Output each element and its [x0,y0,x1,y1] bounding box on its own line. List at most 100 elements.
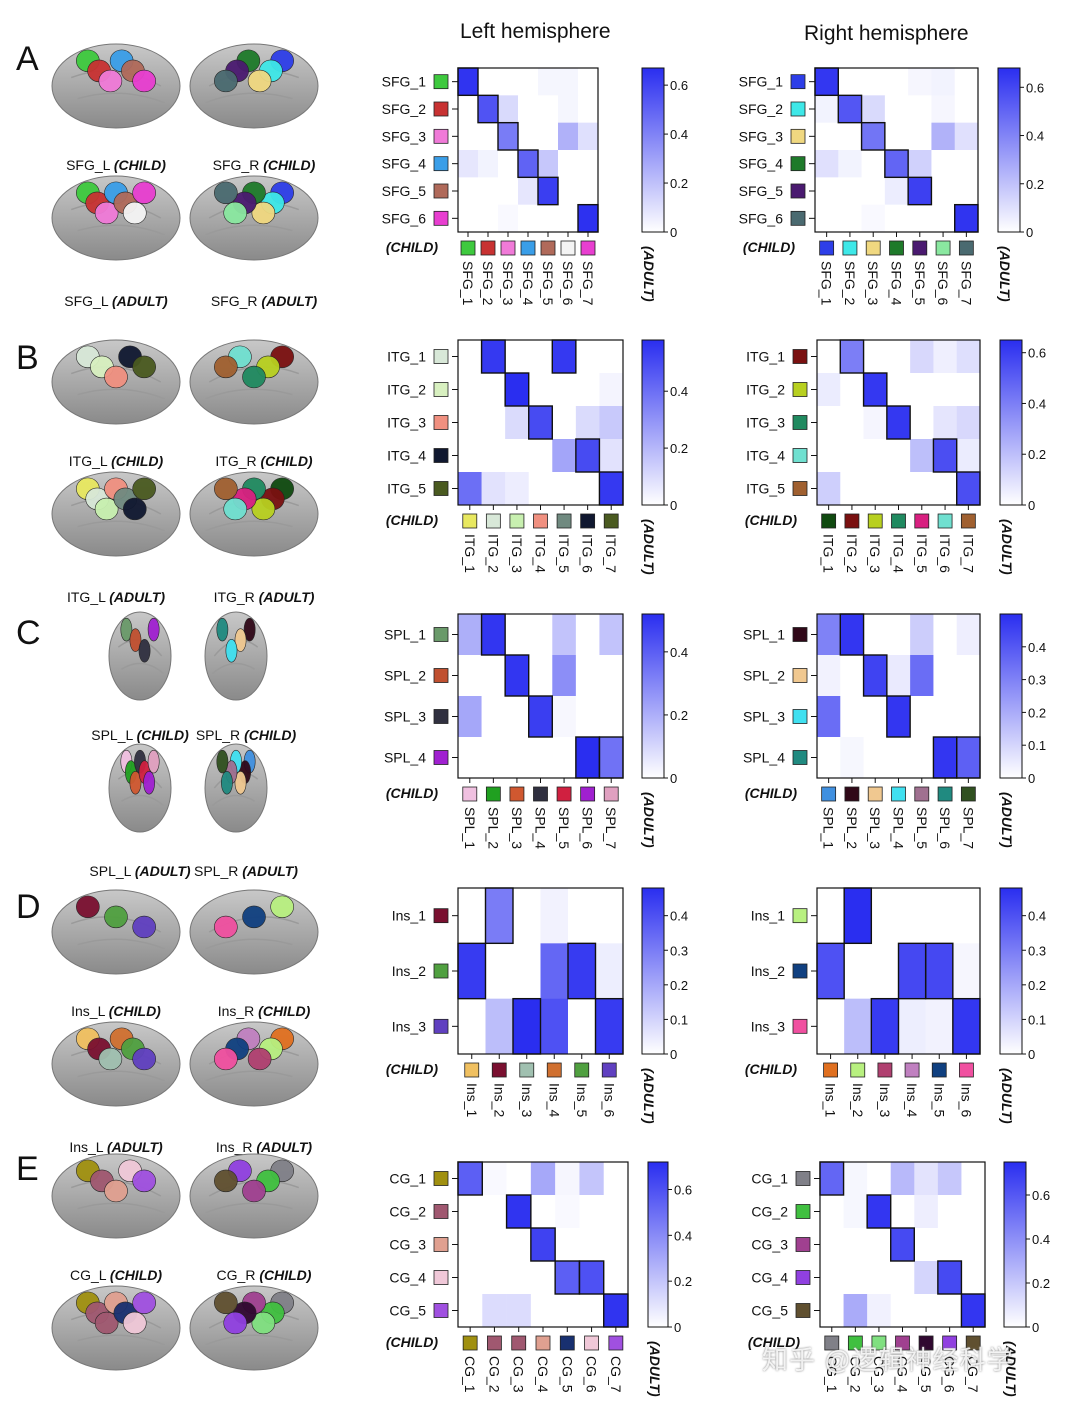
matrix-cell [552,614,577,656]
matrix-cell [458,737,482,779]
colorbar-tick-label: 0.2 [674,1274,692,1289]
parcel-region [234,628,247,652]
col-label: SPL_2 [485,807,501,849]
colorbar-gradient [999,887,1023,1055]
matrix-cell [898,998,926,1055]
matrix-cell [498,95,519,123]
row-swatch [433,448,449,463]
matrix-cell [578,177,599,205]
matrix-cell [458,472,482,506]
matrix-cell [458,122,479,151]
col-swatch [895,1335,910,1351]
colorbar-tick-label: 0.4 [670,909,688,924]
matrix-cell [961,1162,986,1196]
col-swatch [584,1335,599,1351]
col-swatch [519,1062,535,1078]
matrix-cell [914,1294,939,1328]
matrix-cell [478,95,499,123]
matrix-cell [505,696,530,738]
row-swatch [433,908,449,924]
col-swatch [556,513,572,529]
matrix-cell [933,737,958,779]
matrix-cell [817,737,841,779]
matrix-cell [863,737,888,779]
col-swatch [867,786,883,802]
matrix-cell [513,943,541,999]
matrix-cell [575,655,600,697]
panel-4-right-matrix: CG_1 CG_2 CG_3 CG_4 CG_5 CG_1 CG_2 CG_3 CG_4 CG_5… [748,1161,1019,1397]
match-box [517,149,539,179]
row-swatch [792,382,808,397]
row-label: Ins_3 [392,1018,426,1034]
colorbar-tick-label: 0.2 [1032,1276,1050,1291]
matrix-cell [599,340,624,374]
match-box [890,1227,915,1262]
parcel-region [94,497,119,521]
colorbar-gradient [997,67,1021,233]
parcel-region [223,1311,248,1335]
colorbar-tick-label: 0.2 [670,978,688,993]
parcel-region [223,201,248,225]
parcel-region [247,69,272,93]
colorbar-tick-label: 0.4 [1028,396,1046,411]
col-swatch [533,786,548,802]
row-label: SPL_4 [384,750,426,766]
brain-label: SPL_L (ADULT) [89,863,190,879]
brain-label: ITG_R (CHILD) [215,453,313,469]
col-swatch [540,240,556,256]
matrix-cell [954,150,979,178]
match-box [530,1227,556,1262]
matrix-cell [931,68,956,96]
col-label: CG_1 [462,1356,478,1393]
colorbar-gradient [999,339,1023,506]
matrix-cell [578,204,599,233]
col-swatch [509,786,525,802]
col-label: Ins_1 [464,1083,480,1117]
brain-D-right-child [189,889,319,975]
matrix-cell [506,1162,532,1196]
col-label: ITG_1 [462,534,478,573]
parcel-region [129,628,142,652]
panel-4-left-matrix: CG_1 CG_2 CG_3 CG_4 CG_5 CG_1 CG_2 CG_3 CG_4 CG_5… [386,1161,663,1397]
matrix-cell [886,614,911,656]
col-swatch [546,1062,562,1078]
matrix-cell [908,150,932,178]
col-swatch [914,513,930,529]
col-label: Ins_4 [546,1083,562,1117]
matrix-cell [530,1261,556,1295]
brain-D-left-child [51,889,181,975]
col-label: SFG_6 [935,261,951,306]
panel-4-right-colorbar: 0 0.2 0.4 0.6 [1003,1161,1050,1335]
matrix-cell [925,998,954,1055]
matrix-cell [817,340,841,374]
col-swatch [842,240,858,256]
colorbar-tick-label: 0.4 [670,384,688,399]
brain-label: Ins_R (ADULT) [216,1139,313,1155]
matrix-cell [844,998,872,1055]
brain-sulcus [77,1334,165,1346]
col-label: SFG_6 [560,261,576,306]
row-label: SPL_1 [743,627,785,643]
colorbar-tick-label: 0.4 [674,1228,692,1243]
matrix-cell [910,614,934,656]
colorbar-gradient [1003,1161,1027,1328]
col-label: CG_6 [584,1356,600,1393]
col-swatch [603,786,619,802]
row-label: CG_4 [389,1270,426,1286]
row-swatch [433,74,449,90]
colorbar-gradient [641,887,665,1055]
matrix-cell [840,655,864,697]
col-label: ITG_7 [603,534,619,573]
brain-sulcus [205,520,293,532]
matrix-cell [890,1294,915,1328]
matrix-cell [481,696,506,738]
row-swatch [795,1204,811,1219]
matrix-cell [914,1261,939,1295]
brain-sulcus [77,92,165,104]
col-swatch [556,786,572,802]
matrix-cell [867,1195,892,1229]
col-swatch [960,513,976,529]
parcel-region [132,1047,156,1071]
matrix-cell [578,95,599,123]
matrix-cell [863,696,888,738]
